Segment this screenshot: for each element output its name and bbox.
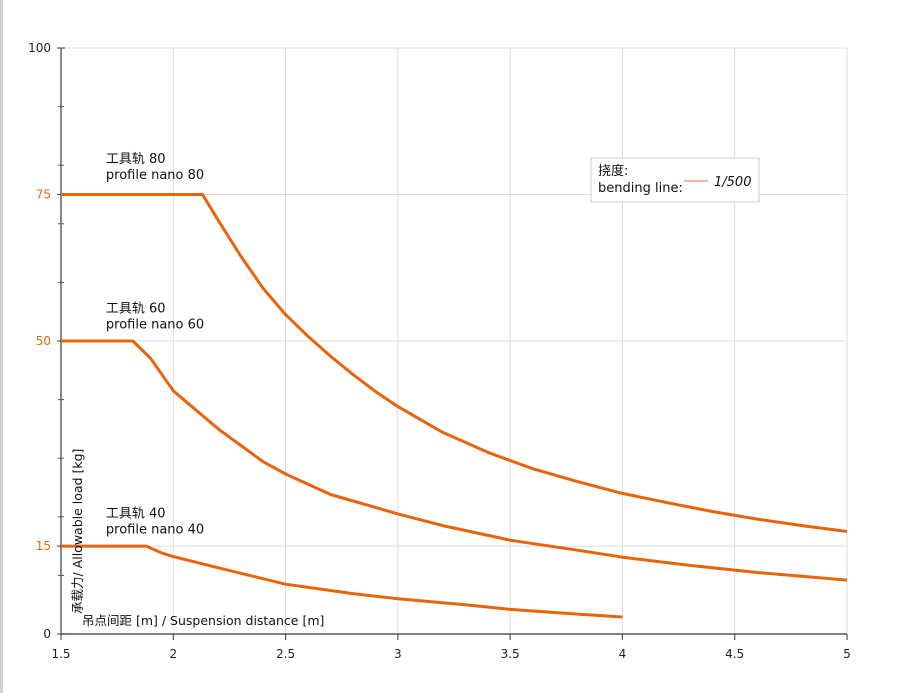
y-tick-label: 100	[28, 41, 51, 55]
x-tick-label: 4	[619, 647, 627, 661]
window-left-edge	[0, 0, 3, 693]
x-tick-label: 5	[843, 647, 851, 661]
series-label-en: profile nano 40	[106, 522, 204, 537]
y-tick-label: 50	[36, 334, 51, 348]
series-label-en: profile nano 60	[106, 317, 204, 332]
x-tick-label: 3.5	[501, 647, 520, 661]
series-line-3	[61, 544, 623, 619]
x-tick-label: 4.5	[725, 647, 744, 661]
axes: 100 75 50 15 01.5 2 2.5 3 3.5 4 4.5 5	[28, 41, 851, 661]
legend-value: 1/500	[714, 175, 751, 190]
series-lines	[61, 193, 848, 619]
x-tick-label: 2.5	[276, 647, 295, 661]
legend-title: 挠度:	[598, 163, 628, 179]
legend-box	[590, 157, 760, 203]
x-tick-label: 3	[394, 647, 402, 661]
series-label-en: profile nano 80	[106, 168, 204, 183]
legend: 挠度: bending line: 1/500	[590, 157, 760, 203]
series-label-cn: 工具轨 80	[106, 152, 166, 167]
x-axis-title: 吊点间距 [m] / Suspension distance [m]	[82, 613, 324, 628]
series-line-2	[61, 339, 848, 582]
y-tick-label: 0	[43, 627, 51, 641]
x-tick-label: 2	[169, 647, 177, 661]
y-tick-label: 75	[36, 188, 51, 202]
series-line-1	[61, 193, 848, 533]
legend-entry-label: bending line:	[598, 181, 683, 196]
x-tick-label: 1.5	[51, 647, 70, 661]
series-label-cn: 工具轨 40	[106, 506, 166, 521]
y-tick-label: 15	[36, 539, 51, 553]
y-axis-title: 承载力/ Allowable load [kg]	[70, 449, 85, 614]
grid	[61, 47, 848, 634]
series-label-cn: 工具轨 60	[106, 301, 166, 316]
